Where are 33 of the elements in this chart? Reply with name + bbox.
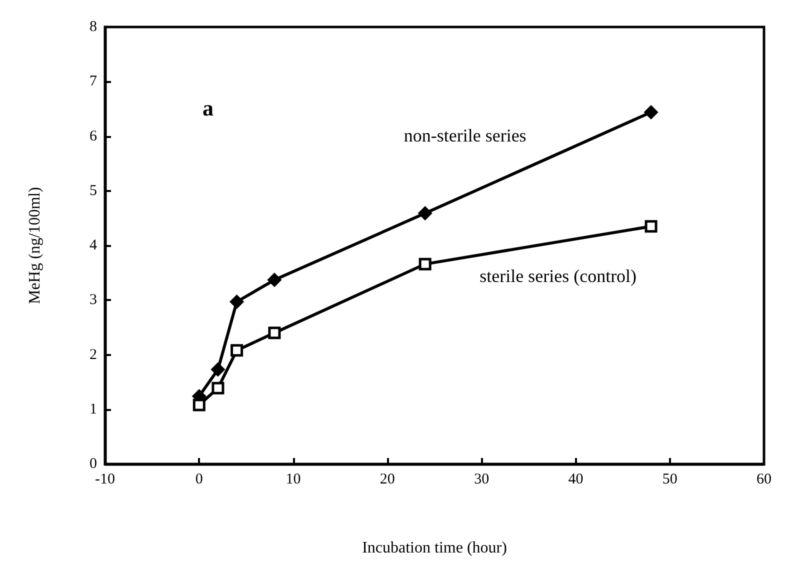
point [418, 206, 432, 220]
y-tick-label: 4 [90, 238, 98, 254]
x-tick-label: 0 [195, 472, 203, 488]
point [211, 362, 225, 376]
point [268, 326, 281, 340]
x-tick-label: 60 [756, 472, 772, 488]
x-tick-label: -10 [95, 472, 115, 488]
y-tick-label: 7 [90, 74, 98, 90]
y-tick-label: 5 [90, 182, 97, 199]
y-tick-label: 8 [90, 19, 97, 35]
point [212, 382, 224, 394]
point [644, 105, 658, 119]
x-tick-label: 30 [474, 472, 490, 488]
point [230, 295, 244, 309]
x-tick-label: 10 [286, 472, 301, 488]
point [192, 398, 206, 412]
series-label: sterile series (control) [480, 266, 637, 286]
series-label: non-sterile series [404, 125, 526, 146]
point [644, 220, 658, 233]
annotation: a [202, 96, 214, 120]
y-axis-title: MeHg (ng/100ml) [26, 187, 44, 304]
point [230, 344, 244, 357]
x-tick-label: 40 [568, 472, 584, 488]
x-tick-label: 20 [380, 472, 395, 488]
point [268, 273, 282, 287]
point [418, 258, 432, 270]
x-tick-label: 50 [662, 472, 678, 488]
y-tick-label: 0 [90, 456, 97, 472]
y-tick-label: 2 [90, 346, 97, 363]
y-tick-label: 6 [90, 128, 98, 144]
y-tick-label: 1 [90, 401, 97, 418]
y-tick-label: 3 [90, 292, 97, 308]
x-axis-title: Incubation time (hour) [362, 540, 507, 556]
